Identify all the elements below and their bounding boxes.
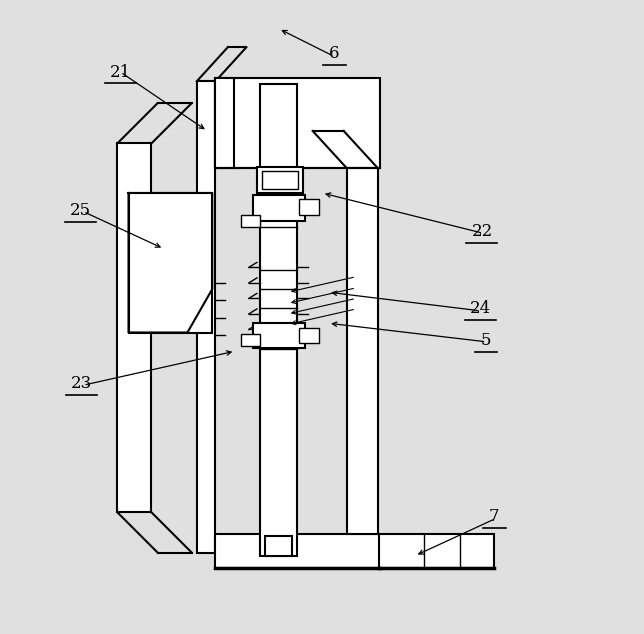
Bar xyxy=(299,328,319,343)
Bar xyxy=(252,323,305,348)
Bar xyxy=(242,333,260,346)
Text: 23: 23 xyxy=(71,375,92,392)
Bar xyxy=(196,81,215,553)
Bar xyxy=(262,171,298,190)
Bar xyxy=(265,536,292,556)
Bar xyxy=(215,534,380,568)
Bar xyxy=(117,143,151,512)
Text: 5: 5 xyxy=(480,332,491,349)
Text: 21: 21 xyxy=(110,63,131,81)
Bar xyxy=(252,195,305,221)
Bar xyxy=(129,193,213,332)
Bar xyxy=(260,84,297,556)
Bar xyxy=(379,534,494,568)
Text: 24: 24 xyxy=(470,301,491,318)
Bar xyxy=(242,215,260,227)
Text: 6: 6 xyxy=(329,45,339,62)
Text: 7: 7 xyxy=(489,508,500,525)
Bar xyxy=(215,78,380,168)
Bar xyxy=(257,167,303,193)
Bar xyxy=(215,78,234,168)
Bar xyxy=(299,199,319,215)
Text: 22: 22 xyxy=(471,223,493,240)
Bar xyxy=(347,168,378,534)
Text: 25: 25 xyxy=(70,202,91,219)
